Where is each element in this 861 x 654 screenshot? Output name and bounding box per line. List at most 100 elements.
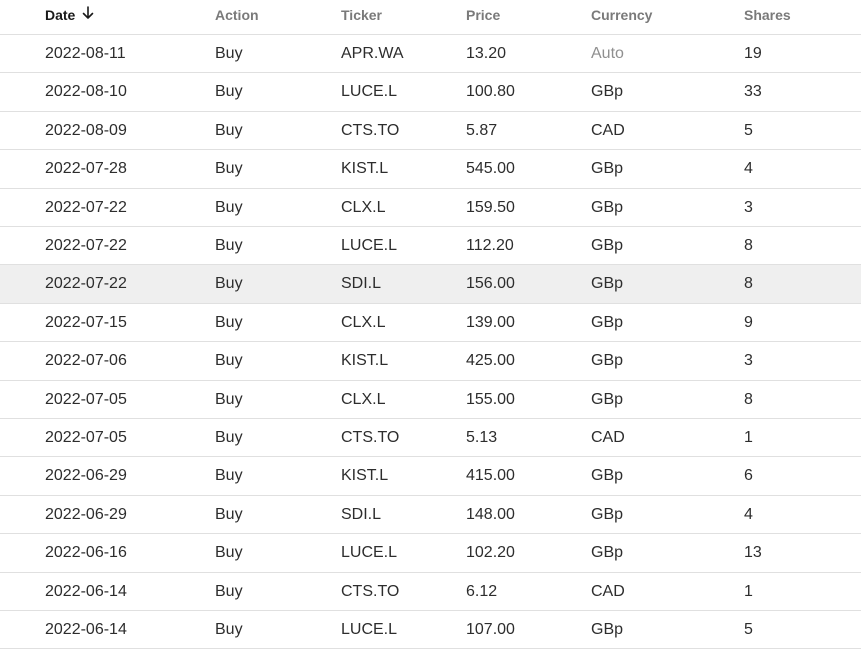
cell-price: 13.20 — [466, 45, 507, 62]
cell-action: Buy — [215, 160, 243, 177]
cell-shares: 1 — [744, 429, 753, 446]
cell-shares: 8 — [744, 391, 753, 408]
table-row[interactable]: 2022-07-22 Buy LUCE.L 112.20 GBp 8 — [0, 227, 861, 265]
cell-ticker: LUCE.L — [341, 544, 398, 561]
cell-action: Buy — [215, 314, 243, 331]
cell-price: 148.00 — [466, 506, 515, 523]
column-header-shares[interactable]: Shares — [744, 7, 791, 23]
table-row[interactable]: 2022-07-22 Buy CLX.L 159.50 GBp 3 — [0, 189, 861, 227]
cell-action: Buy — [215, 122, 243, 139]
cell-currency: GBp — [591, 237, 624, 254]
cell-action: Buy — [215, 199, 243, 216]
cell-shares: 4 — [744, 506, 753, 523]
column-header-date[interactable]: Date — [45, 5, 95, 23]
cell-currency: CAD — [591, 583, 625, 600]
cell-shares: 1 — [744, 583, 753, 600]
column-header-ticker[interactable]: Ticker — [341, 7, 382, 23]
cell-currency: GBp — [591, 83, 624, 100]
cell-ticker: SDI.L — [341, 506, 382, 523]
cell-date: 2022-06-29 — [45, 506, 127, 523]
cell-currency: GBp — [591, 160, 624, 177]
cell-ticker: APR.WA — [341, 45, 404, 62]
table-row[interactable]: 2022-07-05 Buy CLX.L 155.00 GBp 8 — [0, 381, 861, 419]
column-header-label: Date — [45, 7, 76, 23]
cell-ticker: KIST.L — [341, 467, 389, 484]
cell-price: 107.00 — [466, 621, 515, 638]
cell-date: 2022-06-14 — [45, 621, 127, 638]
cell-currency: Auto — [591, 45, 624, 62]
table-row[interactable]: 2022-06-29 Buy SDI.L 148.00 GBp 4 — [0, 496, 861, 534]
cell-shares: 8 — [744, 237, 753, 254]
cell-ticker: CTS.TO — [341, 429, 400, 446]
cell-price: 156.00 — [466, 275, 515, 292]
cell-price: 139.00 — [466, 314, 515, 331]
cell-ticker: CTS.TO — [341, 122, 400, 139]
cell-date: 2022-06-16 — [45, 544, 127, 561]
cell-price: 159.50 — [466, 199, 515, 216]
cell-shares: 9 — [744, 314, 753, 331]
cell-ticker: CLX.L — [341, 391, 386, 408]
cell-price: 5.13 — [466, 429, 498, 446]
cell-date: 2022-06-29 — [45, 467, 127, 484]
cell-shares: 19 — [744, 45, 762, 62]
column-header-action[interactable]: Action — [215, 7, 259, 23]
table-row[interactable]: 2022-07-15 Buy CLX.L 139.00 GBp 9 — [0, 304, 861, 342]
cell-shares: 13 — [744, 544, 762, 561]
cell-action: Buy — [215, 83, 243, 100]
cell-currency: GBp — [591, 275, 624, 292]
cell-ticker: CLX.L — [341, 199, 386, 216]
table-row[interactable]: 2022-08-10 Buy LUCE.L 100.80 GBp 33 — [0, 73, 861, 112]
cell-shares: 3 — [744, 352, 753, 369]
cell-shares: 5 — [744, 122, 753, 139]
cell-date: 2022-07-22 — [45, 199, 127, 216]
cell-currency: GBp — [591, 506, 624, 523]
table-row[interactable]: 2022-07-06 Buy KIST.L 425.00 GBp 3 — [0, 342, 861, 381]
cell-date: 2022-07-22 — [45, 275, 127, 292]
cell-shares: 6 — [744, 467, 753, 484]
table-row[interactable]: 2022-08-11 Buy APR.WA 13.20 Auto 19 — [0, 35, 861, 73]
cell-action: Buy — [215, 467, 243, 484]
cell-action: Buy — [215, 352, 243, 369]
cell-currency: GBp — [591, 391, 624, 408]
arrow-down-icon — [81, 5, 95, 23]
table-row[interactable]: 2022-06-14 Buy LUCE.L 107.00 GBp 5 — [0, 611, 861, 649]
cell-currency: GBp — [591, 352, 624, 369]
cell-date: 2022-08-10 — [45, 83, 127, 100]
cell-currency: GBp — [591, 467, 624, 484]
cell-shares: 8 — [744, 275, 753, 292]
cell-date: 2022-07-05 — [45, 429, 127, 446]
cell-currency: CAD — [591, 122, 625, 139]
table-row[interactable]: 2022-07-22 Buy SDI.L 156.00 GBp 8 — [0, 265, 861, 304]
cell-date: 2022-07-15 — [45, 314, 127, 331]
cell-date: 2022-08-11 — [45, 45, 126, 62]
table-row[interactable]: 2022-07-28 Buy KIST.L 545.00 GBp 4 — [0, 150, 861, 189]
cell-ticker: LUCE.L — [341, 83, 398, 100]
cell-ticker: LUCE.L — [341, 621, 398, 638]
cell-price: 415.00 — [466, 467, 515, 484]
cell-price: 5.87 — [466, 122, 498, 139]
table-row[interactable]: 2022-06-14 Buy CTS.TO 6.12 CAD 1 — [0, 573, 861, 611]
cell-date: 2022-08-09 — [45, 122, 127, 139]
cell-action: Buy — [215, 237, 243, 254]
cell-price: 155.00 — [466, 391, 515, 408]
table-row[interactable]: 2022-07-05 Buy CTS.TO 5.13 CAD 1 — [0, 419, 861, 457]
cell-currency: CAD — [591, 429, 625, 446]
cell-price: 6.12 — [466, 583, 498, 600]
cell-action: Buy — [215, 621, 243, 638]
table-row[interactable]: 2022-08-09 Buy CTS.TO 5.87 CAD 5 — [0, 112, 861, 150]
table-row[interactable]: 2022-06-16 Buy LUCE.L 102.20 GBp 13 — [0, 534, 861, 573]
table-row[interactable]: 2022-06-29 Buy KIST.L 415.00 GBp 6 — [0, 457, 861, 496]
cell-ticker: SDI.L — [341, 275, 382, 292]
cell-action: Buy — [215, 506, 243, 523]
cell-currency: GBp — [591, 544, 624, 561]
cell-price: 102.20 — [466, 544, 515, 561]
cell-ticker: KIST.L — [341, 160, 389, 177]
cell-currency: GBp — [591, 314, 624, 331]
column-header-price[interactable]: Price — [466, 7, 501, 23]
column-header-currency[interactable]: Currency — [591, 7, 653, 23]
cell-action: Buy — [215, 391, 243, 408]
cell-price: 100.80 — [466, 83, 515, 100]
cell-date: 2022-07-28 — [45, 160, 127, 177]
cell-price: 545.00 — [466, 160, 515, 177]
